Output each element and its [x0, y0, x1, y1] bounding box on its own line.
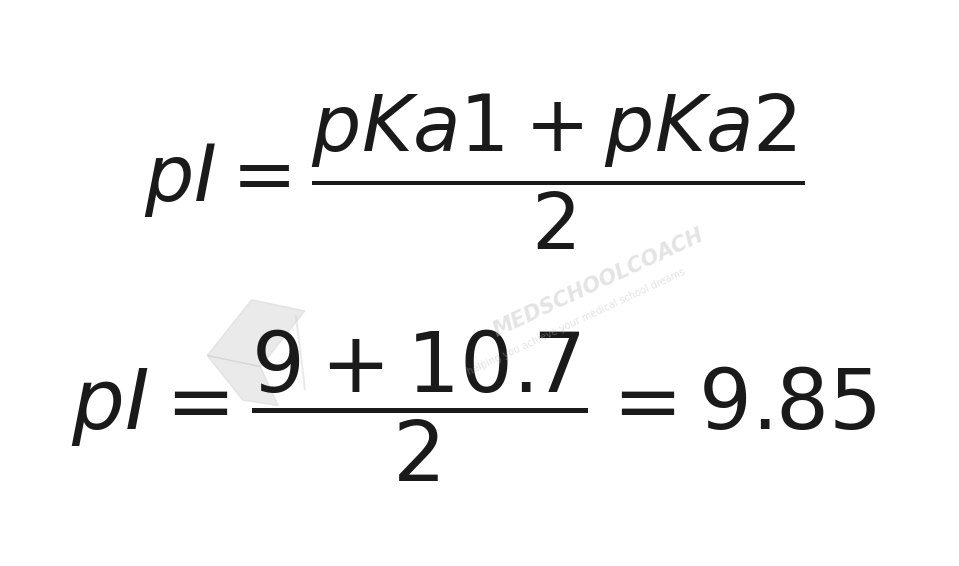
Polygon shape	[207, 355, 278, 406]
Polygon shape	[207, 300, 305, 367]
Text: MEDSCHOOLCOACH: MEDSCHOOLCOACH	[489, 225, 707, 341]
Text: $\mathit{pI} = \dfrac{9 + 10.7}{2} = 9.85$: $\mathit{pI} = \dfrac{9 + 10.7}{2} = 9.8…	[71, 328, 877, 484]
Text: helping you achieve your medical school dreams: helping you achieve your medical school …	[465, 267, 687, 377]
Text: $\mathit{pI} = \dfrac{\mathit{pKa}1 + \mathit{pKa}2}{2}$: $\mathit{pI} = \dfrac{\mathit{pKa}1 + \m…	[144, 91, 804, 252]
